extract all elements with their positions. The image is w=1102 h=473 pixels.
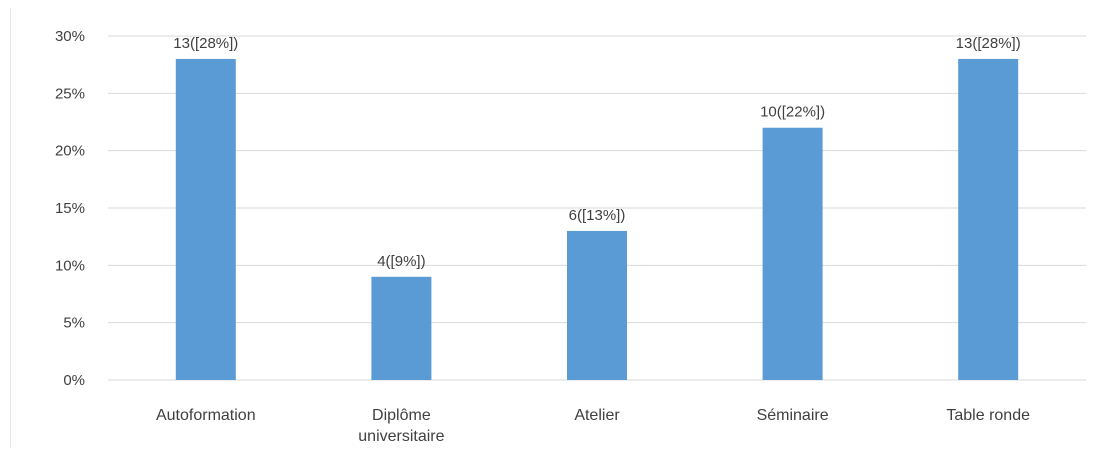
left-border-rule xyxy=(10,8,11,448)
x-category-label: Séminaire xyxy=(757,407,829,424)
data-label: 13([28%]) xyxy=(173,35,238,52)
bar xyxy=(762,127,823,380)
x-category-label: Diplôme universitaire xyxy=(358,407,444,445)
bars xyxy=(175,58,1019,380)
x-category-label-line: universitaire xyxy=(358,428,444,445)
bar xyxy=(371,276,432,380)
gridlines xyxy=(108,35,1086,381)
x-category-label-line: Séminaire xyxy=(757,407,829,424)
y-tick-label: 5% xyxy=(63,315,85,332)
y-tick-label: 30% xyxy=(55,28,85,45)
x-category-label: Atelier xyxy=(574,407,620,424)
data-label: 10([22%]) xyxy=(760,104,825,121)
data-label: 13([28%]) xyxy=(956,35,1021,52)
data-labels: 13([28%]) 4([9%]) 6([13%]) 10([22%]) 13([28%… xyxy=(173,35,1020,270)
x-category-label-line: Diplôme xyxy=(372,407,431,424)
bar xyxy=(958,58,1019,380)
y-tick-label: 15% xyxy=(55,200,85,217)
data-label: 4([9%]) xyxy=(377,253,425,270)
bar xyxy=(175,58,236,380)
y-tick-label: 20% xyxy=(55,143,85,160)
x-category-label: Autoformation xyxy=(156,407,256,424)
x-category-label: Table ronde xyxy=(946,407,1030,424)
bar xyxy=(567,230,627,380)
x-axis-categories: Autoformation Diplôme universitaire Atelier… xyxy=(156,407,1030,445)
y-tick-label: 10% xyxy=(55,257,85,274)
x-category-label-line: Atelier xyxy=(574,407,620,424)
y-tick-label: 0% xyxy=(63,372,85,389)
y-axis-ticks: 0% 5% 10% 15% 20% 25% 30% xyxy=(55,28,85,389)
y-tick-label: 25% xyxy=(55,85,85,102)
x-category-label-line: Table ronde xyxy=(946,407,1030,424)
data-label: 6([13%]) xyxy=(569,207,626,224)
x-category-label-line: Autoformation xyxy=(156,407,256,424)
